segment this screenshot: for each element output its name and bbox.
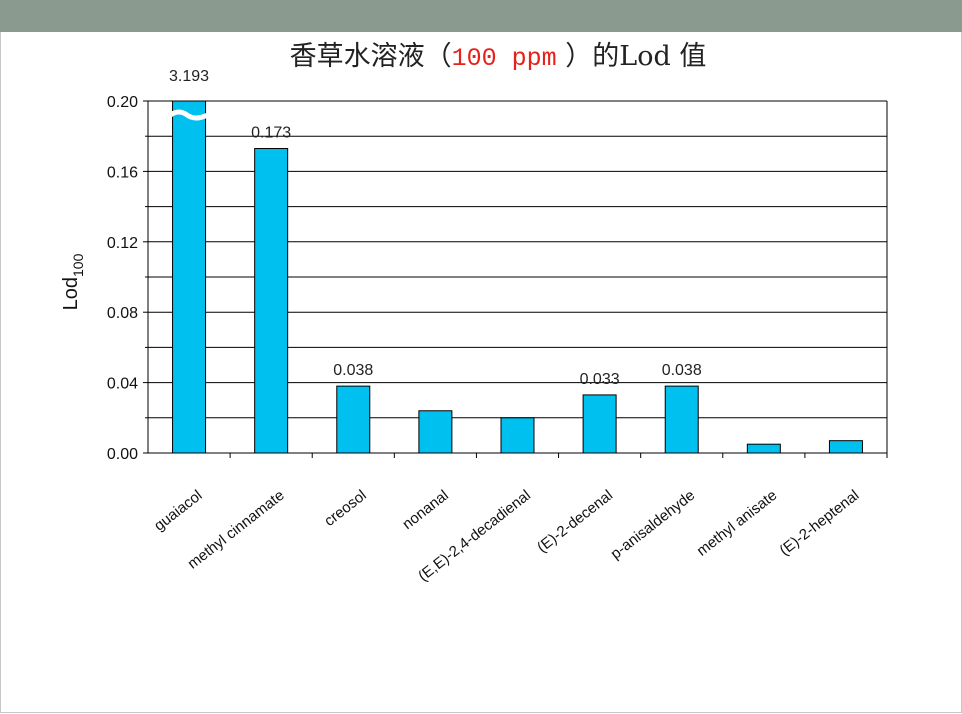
- category-label: creosol: [321, 487, 370, 530]
- category-label: nonanal: [399, 487, 452, 533]
- bar: [254, 148, 289, 454]
- data-label: 0.033: [580, 371, 620, 388]
- bar: [746, 443, 781, 454]
- y-tick-labels: 0.00 0.04 0.08 0.12 0.16 0.20: [107, 94, 138, 463]
- bars: [169, 100, 863, 454]
- category-label: (E)-2-heptenal: [776, 487, 862, 559]
- category-label: methyl anisate: [694, 487, 781, 560]
- y-tick-label: 0.08: [107, 305, 138, 322]
- axis-break-mark: [169, 109, 209, 121]
- y-tick-label: 0.12: [107, 235, 138, 252]
- title-prefix: 香草水溶液（: [289, 41, 452, 72]
- axes: [143, 100, 888, 458]
- bar: [172, 100, 207, 454]
- bar: [828, 440, 863, 454]
- title-suffix: ）的Lod 值: [556, 41, 707, 72]
- data-label: 3.193: [169, 68, 209, 85]
- bar: [336, 385, 371, 454]
- category-label: p-anisaldehyde: [608, 487, 699, 563]
- y-axis-label-subscript: 100: [70, 253, 86, 277]
- category-label: (E)-2-decenal: [534, 487, 616, 556]
- y-axis-label-main: Lod: [60, 277, 82, 310]
- title-concentration: 100 ppm: [451, 44, 557, 73]
- chart-title: 香草水溶液（100 ppm ）的Lod 值: [0, 34, 962, 73]
- bar: [664, 385, 699, 454]
- data-label: 0.038: [333, 362, 373, 379]
- category-label: guaiacol: [151, 487, 206, 535]
- data-label: 0.173: [251, 125, 291, 142]
- y-tick-label: 0.00: [107, 446, 138, 463]
- bar: [418, 410, 453, 454]
- y-tick-label: 0.16: [107, 164, 138, 181]
- bar: [500, 417, 535, 454]
- y-tick-label: 0.04: [107, 376, 138, 393]
- data-labels: 3.193 0.173 0.038 0.033 0.038: [169, 68, 702, 388]
- data-label: 0.038: [662, 362, 702, 379]
- y-axis-label: Lod100: [60, 253, 86, 310]
- header-bar: [0, 0, 962, 32]
- y-tick-label: 0.20: [107, 94, 138, 111]
- bar: [582, 394, 617, 454]
